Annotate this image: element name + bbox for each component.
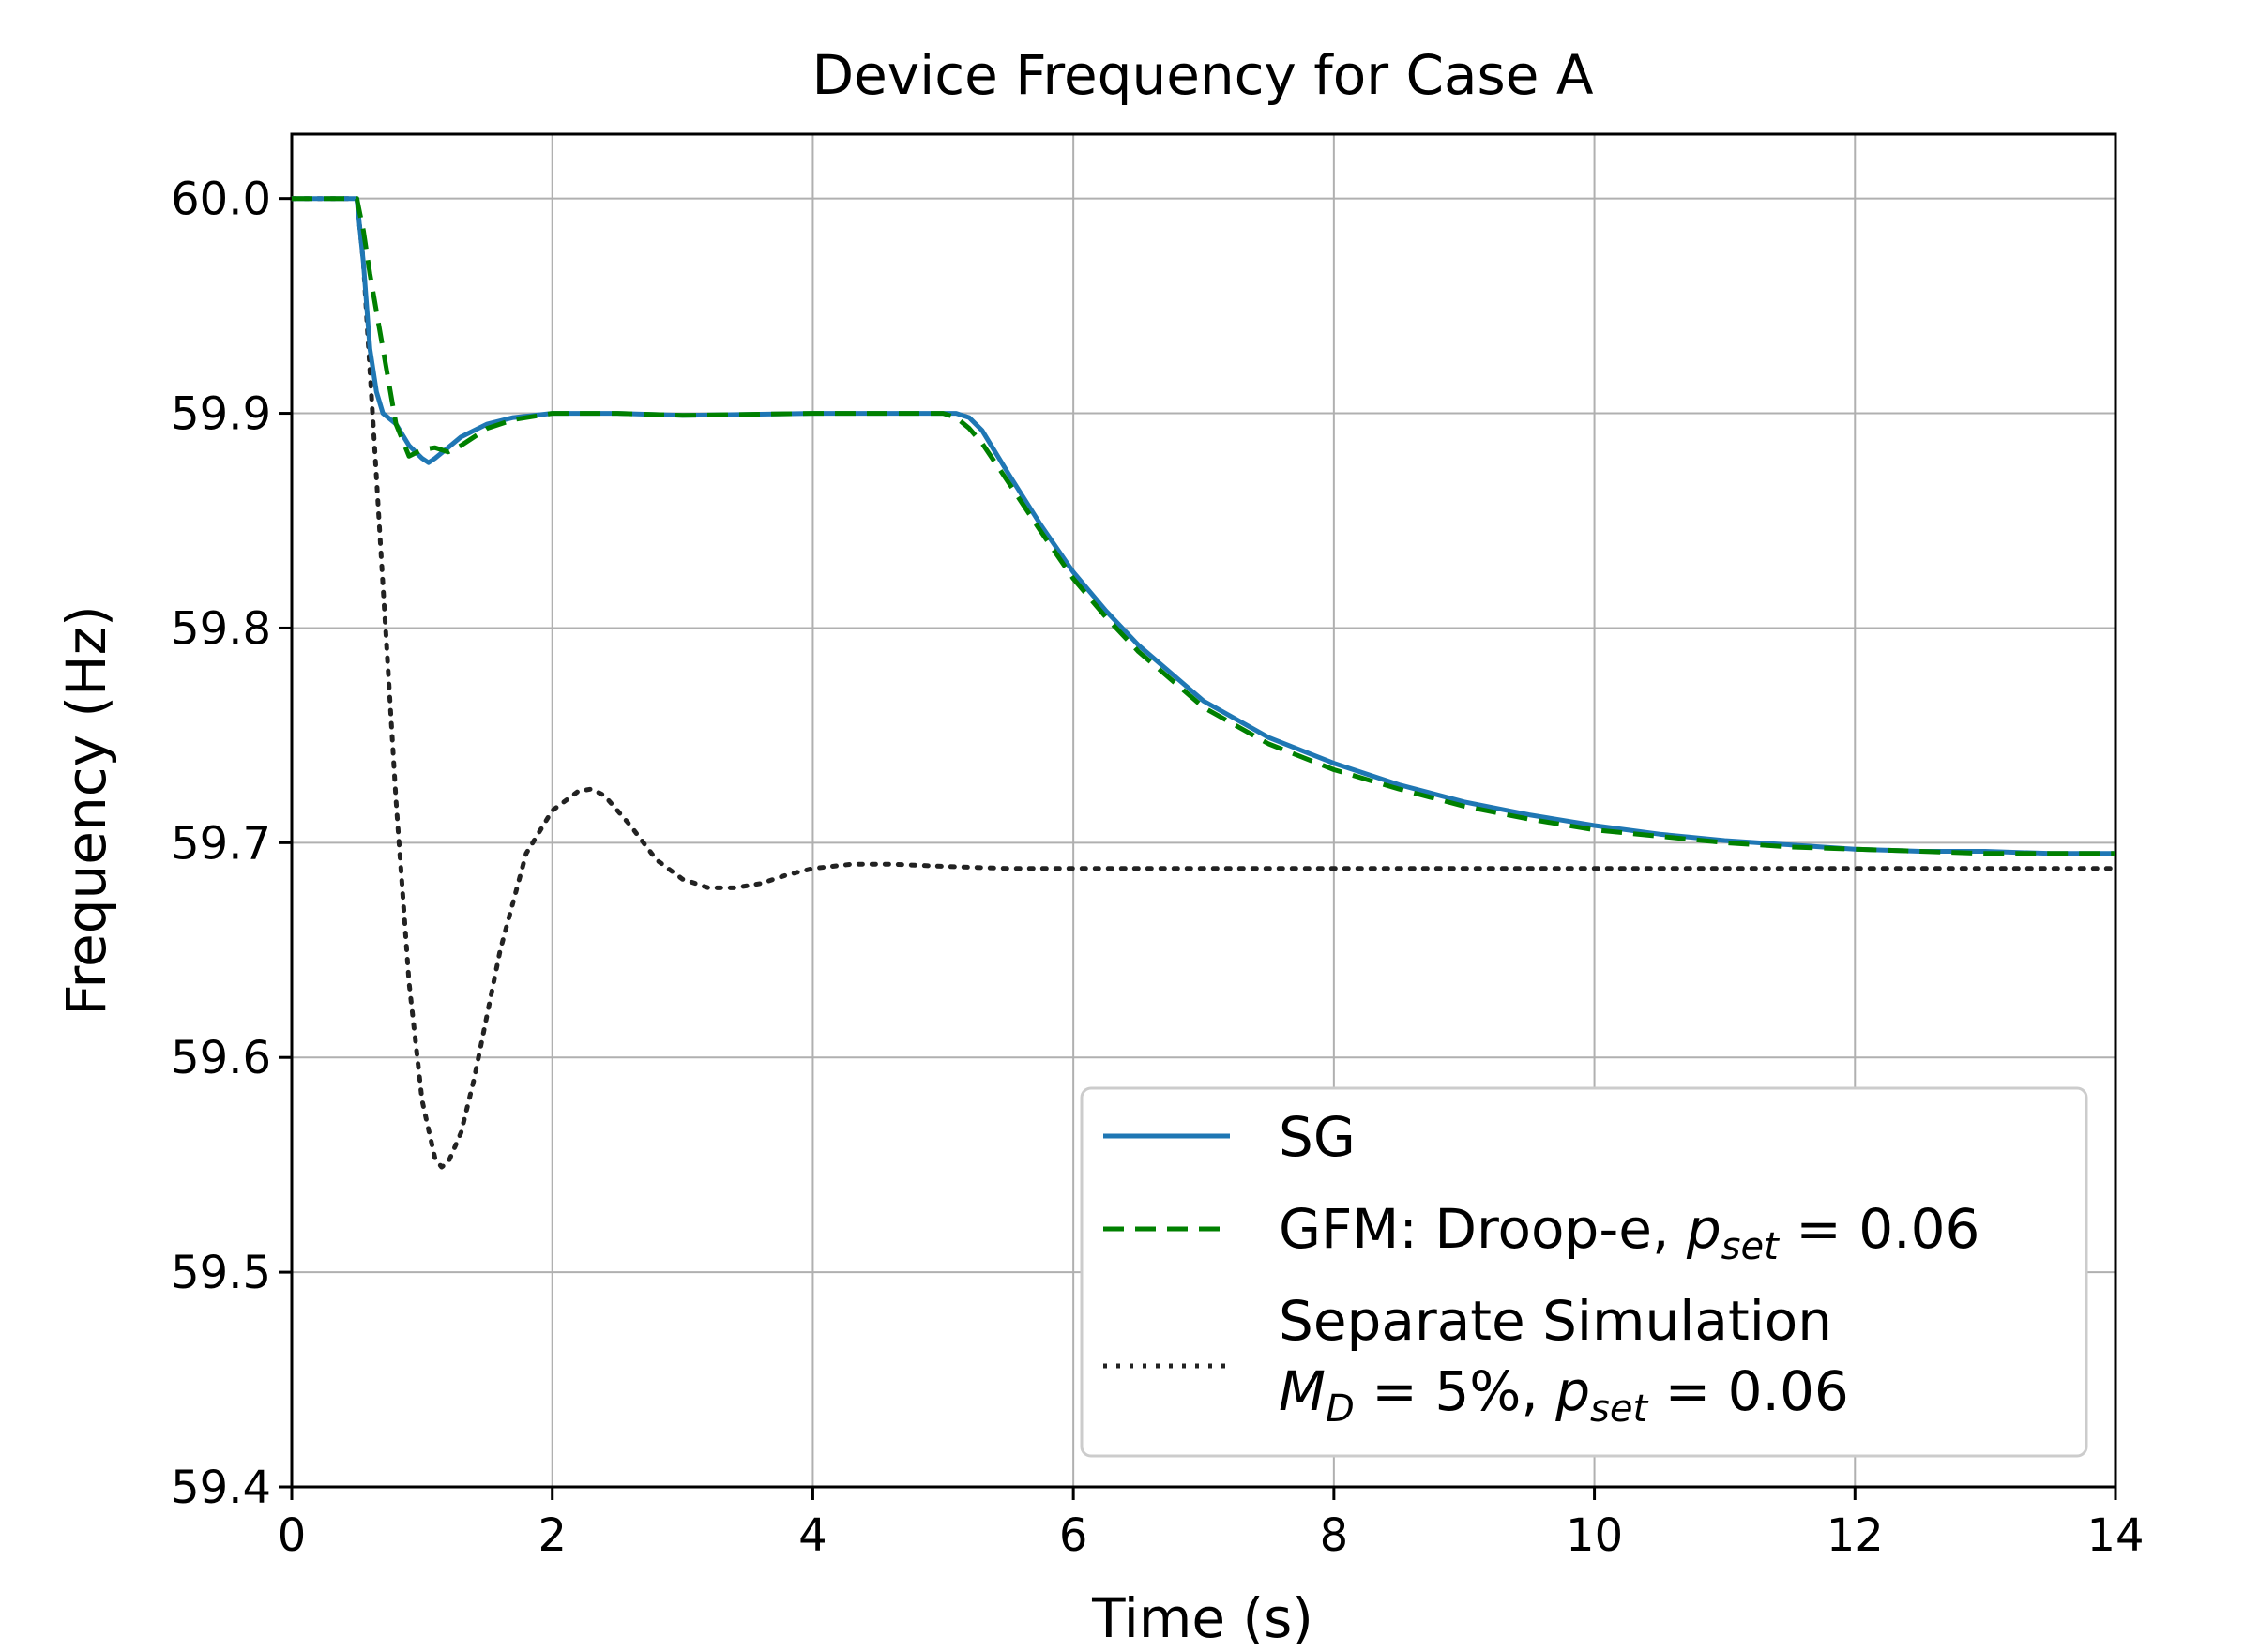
legend: SG GFM: Droop-e, pset = 0.06 Separate Si… xyxy=(1080,1086,2088,1458)
legend-label-sg: SG xyxy=(1279,1105,1356,1169)
chart-title: Device Frequency for Case A xyxy=(811,43,1593,107)
y-tick-label: 60.0 xyxy=(171,174,271,226)
x-tick-label: 0 xyxy=(278,1509,307,1562)
legend-box xyxy=(1080,1086,2088,1458)
x-tick-label: 4 xyxy=(798,1509,827,1562)
x-tick-label: 14 xyxy=(2086,1509,2144,1562)
y-tick-label: 59.7 xyxy=(171,817,271,870)
x-tick-label: 6 xyxy=(1059,1509,1088,1562)
y-tick-label: 59.8 xyxy=(171,602,271,655)
x-tick-label: 10 xyxy=(1566,1509,1623,1562)
series-layer xyxy=(289,196,2118,1170)
y-axis-label: Frequency (Hz) xyxy=(54,605,118,1015)
series-line-gfm xyxy=(292,196,2115,856)
plot-area xyxy=(290,132,2117,1489)
y-tick-label: 59.9 xyxy=(171,388,271,441)
legend-label-separate-line2: MD = 5%, pset = 0.06 xyxy=(1279,1359,1849,1431)
y-tick-label: 59.5 xyxy=(171,1247,271,1299)
y-tick-label: 59.6 xyxy=(171,1032,271,1084)
x-axis-label: Time (s) xyxy=(1091,1586,1313,1650)
x-tick-label: 12 xyxy=(1827,1509,1884,1562)
series-line-separate xyxy=(289,196,2118,1170)
legend-label-gfm: GFM: Droop-e, pset = 0.06 xyxy=(1279,1197,1979,1268)
legend-label-separate-line1: Separate Simulation xyxy=(1279,1289,1832,1353)
series-line-sg xyxy=(292,196,2115,856)
x-tick-label: 2 xyxy=(538,1509,567,1562)
x-tick-label: 8 xyxy=(1320,1509,1349,1562)
y-tick-label: 59.4 xyxy=(171,1462,271,1514)
axis-ticks: 0 2 4 6 8 10 12 14 59.4 59.5 59.6 59.7 59.8 59.9 60.0 xyxy=(171,174,2144,1562)
